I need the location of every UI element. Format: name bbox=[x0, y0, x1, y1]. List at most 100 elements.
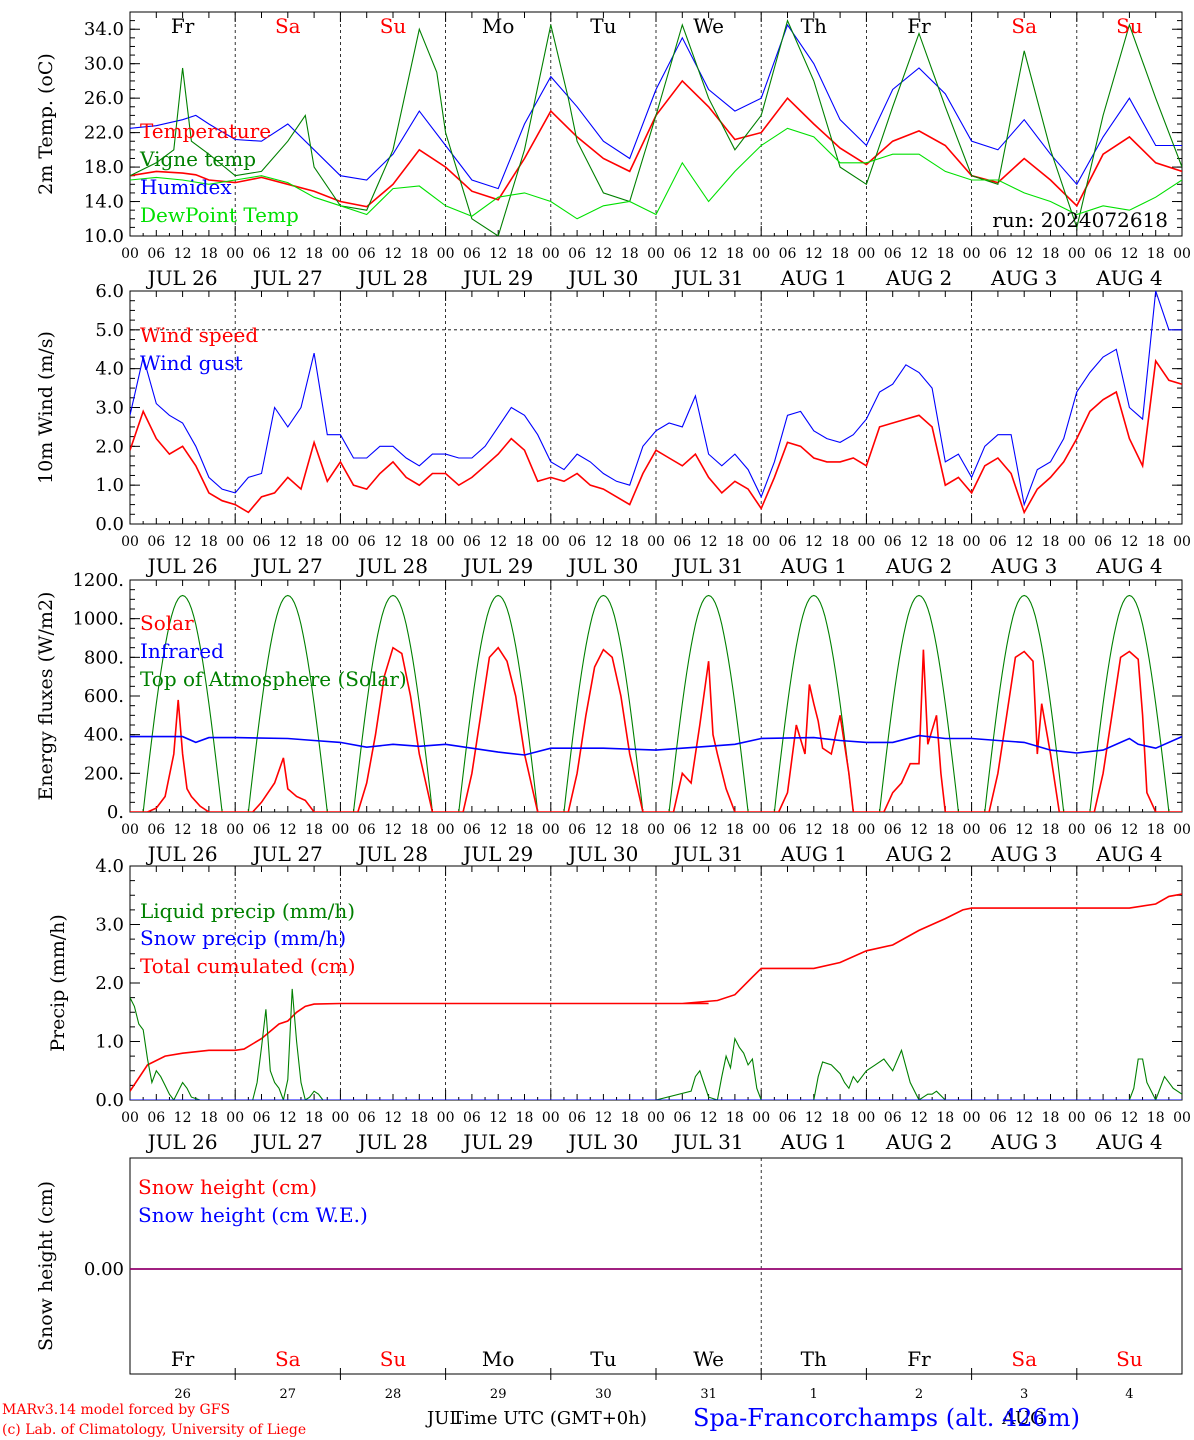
weekday-label: Fr bbox=[907, 1347, 931, 1371]
hour-tick-label: 00 bbox=[963, 1110, 981, 1126]
weekday-label: Sa bbox=[275, 14, 301, 38]
hour-tick-label: 00 bbox=[752, 246, 770, 262]
hour-tick-label: 18 bbox=[936, 246, 954, 262]
series-dewpoint-temp bbox=[130, 127, 1182, 220]
day-number-label: 3 bbox=[1020, 1387, 1028, 1402]
hour-tick-label: 00 bbox=[542, 822, 560, 838]
hour-tick-label: 06 bbox=[253, 246, 271, 262]
hour-tick-label: 06 bbox=[673, 1110, 691, 1126]
date-label: JUL 28 bbox=[356, 1130, 428, 1154]
hour-tick-label: 00 bbox=[647, 534, 665, 550]
hour-tick-label: 18 bbox=[621, 534, 639, 550]
hour-tick-label: 12 bbox=[174, 246, 192, 262]
hour-tick-label: 00 bbox=[963, 534, 981, 550]
hour-tick-label: 00 bbox=[331, 1110, 349, 1126]
hour-tick-label: 06 bbox=[1094, 1110, 1112, 1126]
legend-entry: Temperature bbox=[140, 119, 271, 143]
hour-tick-label: 00 bbox=[437, 1110, 455, 1126]
hour-tick-label: 00 bbox=[331, 534, 349, 550]
hour-tick-label: 06 bbox=[884, 822, 902, 838]
y-tick-label: 22.0 bbox=[84, 123, 124, 144]
hour-tick-label: 12 bbox=[700, 246, 718, 262]
date-label: JUL 30 bbox=[566, 842, 638, 866]
hour-tick-label: 06 bbox=[358, 534, 376, 550]
hour-tick-label: 00 bbox=[121, 822, 139, 838]
hour-tick-label: 00 bbox=[542, 534, 560, 550]
hour-tick-label: 12 bbox=[805, 822, 823, 838]
weekday-label: Th bbox=[801, 14, 827, 38]
hour-tick-label: 06 bbox=[673, 534, 691, 550]
hour-tick-label: 06 bbox=[1094, 822, 1112, 838]
legend-entry: Humidex bbox=[140, 175, 232, 199]
date-label: JUL 29 bbox=[461, 266, 533, 290]
hour-tick-label: 18 bbox=[516, 1110, 534, 1126]
y-axis-label: 2m Temp. (oC) bbox=[35, 53, 57, 195]
hour-tick-label: 00 bbox=[542, 1110, 560, 1126]
hour-tick-label: 18 bbox=[305, 1110, 323, 1126]
day-number-label: 27 bbox=[280, 1387, 297, 1402]
date-label: JUL 29 bbox=[461, 554, 533, 578]
hour-tick-label: 00 bbox=[437, 246, 455, 262]
hour-tick-label: 12 bbox=[1015, 246, 1033, 262]
hour-tick-label: 06 bbox=[358, 246, 376, 262]
day-number-label: 1 bbox=[810, 1387, 818, 1402]
hour-tick-label: 06 bbox=[673, 822, 691, 838]
y-tick-label: 0.0 bbox=[95, 514, 124, 535]
hour-tick-label: 12 bbox=[1120, 246, 1138, 262]
weekday-label: Th bbox=[801, 1347, 827, 1371]
series-temperature bbox=[130, 79, 1182, 208]
hour-tick-label: 06 bbox=[463, 1110, 481, 1126]
hour-tick-label: 06 bbox=[884, 534, 902, 550]
hour-tick-label: 06 bbox=[568, 534, 586, 550]
y-tick-label: 3.0 bbox=[95, 915, 124, 936]
legend-entry: Liquid precip (mm/h) bbox=[140, 899, 355, 923]
hour-tick-label: 18 bbox=[305, 534, 323, 550]
hour-tick-label: 00 bbox=[1068, 534, 1086, 550]
hour-tick-label: 18 bbox=[516, 534, 534, 550]
date-label: JUL 31 bbox=[672, 266, 744, 290]
date-label: JUL 26 bbox=[146, 554, 218, 578]
day-number-label: 4 bbox=[1125, 1387, 1133, 1402]
footer-model: MARv3.14 model forced by GFS bbox=[2, 1402, 230, 1418]
hour-tick-label: 12 bbox=[1015, 534, 1033, 550]
legend-entry: Snow precip (mm/h) bbox=[140, 926, 346, 950]
date-label: JUL 26 bbox=[146, 1130, 218, 1154]
hour-tick-label: 12 bbox=[489, 534, 507, 550]
hour-tick-label: 00 bbox=[647, 246, 665, 262]
hour-tick-label: 12 bbox=[700, 534, 718, 550]
legend-entry: Solar bbox=[140, 611, 194, 635]
run-label: run: 2024072618 bbox=[992, 208, 1168, 232]
hour-tick-label: 06 bbox=[779, 534, 797, 550]
hour-tick-label: 18 bbox=[305, 246, 323, 262]
series-wind-gust bbox=[130, 291, 1182, 507]
y-axis-label: Energy fluxes (W/m2) bbox=[35, 592, 57, 801]
y-tick-label: 18.0 bbox=[84, 157, 124, 178]
hour-tick-label: 18 bbox=[621, 822, 639, 838]
weekday-label: Fr bbox=[171, 1347, 195, 1371]
hour-tick-label: 18 bbox=[516, 822, 534, 838]
hour-tick-label: 18 bbox=[410, 534, 428, 550]
hour-tick-label: 18 bbox=[410, 1110, 428, 1126]
hour-tick-label: 12 bbox=[910, 534, 928, 550]
hour-tick-label: 00 bbox=[752, 1110, 770, 1126]
date-label: JUL 27 bbox=[251, 266, 323, 290]
date-label: JUL 28 bbox=[356, 842, 428, 866]
y-tick-label: 10.0 bbox=[84, 226, 124, 247]
y-tick-label: 200. bbox=[84, 763, 124, 784]
legend-entry: DewPoint Temp bbox=[140, 203, 299, 227]
series-wind-speed bbox=[130, 358, 1182, 515]
hour-tick-label: 18 bbox=[1042, 534, 1060, 550]
date-label: JUL 26 bbox=[146, 266, 218, 290]
weekday-label: Su bbox=[380, 1347, 407, 1371]
hour-tick-label: 06 bbox=[147, 1110, 165, 1126]
hour-tick-label: 00 bbox=[226, 822, 244, 838]
hour-tick-label: 18 bbox=[831, 822, 849, 838]
hour-tick-label: 18 bbox=[621, 1110, 639, 1126]
weekday-label: Tu bbox=[590, 14, 616, 38]
date-label: AUG 1 bbox=[780, 554, 847, 578]
legend-entry: Vigne temp bbox=[139, 147, 256, 171]
hour-tick-label: 00 bbox=[1173, 822, 1191, 838]
footer-xlabel: Time UTC (GMT+0h) bbox=[452, 1408, 647, 1429]
hour-tick-label: 18 bbox=[200, 1110, 218, 1126]
hour-tick-label: 18 bbox=[305, 822, 323, 838]
